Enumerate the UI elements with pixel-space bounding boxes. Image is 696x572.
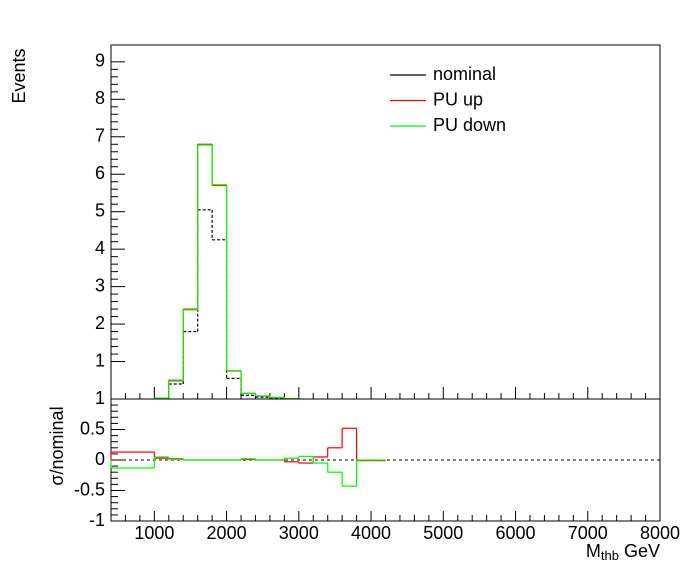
x-tick-label: 5000 — [423, 523, 463, 543]
y-tick-label: -1 — [89, 510, 105, 530]
y-tick-label: 4 — [95, 238, 105, 258]
x-tick-label: 2000 — [207, 523, 247, 543]
y-tick-label: 3 — [95, 275, 105, 295]
x-tick-label: 7000 — [568, 523, 608, 543]
plot-frame — [110, 44, 661, 400]
x-axis-label: Mthb GeV — [586, 541, 660, 564]
legend-label: PU down — [433, 115, 506, 135]
y-tick-label: 0 — [95, 449, 105, 469]
y-axis-label: σ/nominal — [47, 406, 67, 485]
x-tick-label: 4000 — [351, 523, 391, 543]
y-tick-label: 2 — [95, 313, 105, 333]
y-tick-label: 5 — [95, 200, 105, 220]
x-label-main: M — [586, 541, 601, 561]
x-tick-label: 6000 — [496, 523, 536, 543]
y-tick-label: 0.5 — [80, 418, 105, 438]
y-tick-label: -0.5 — [74, 479, 105, 499]
y-tick-label: 1 — [95, 388, 105, 408]
legend-label: nominal — [433, 64, 496, 84]
y-axis-label: Events — [9, 48, 29, 103]
y-tick-label: 7 — [95, 126, 105, 146]
x-tick-label: 3000 — [279, 523, 319, 543]
y-tick-label: 8 — [95, 88, 105, 108]
x-label-unit: GeV — [624, 541, 660, 561]
x-tick-label: 8000 — [640, 523, 680, 543]
x-tick-label: 1000 — [134, 523, 174, 543]
x-label-sub: thb — [601, 548, 619, 563]
y-tick-label: 9 — [95, 51, 105, 71]
y-tick-label: 1 — [95, 350, 105, 370]
y-tick-label: 6 — [95, 163, 105, 183]
legend-label: PU up — [433, 89, 483, 109]
